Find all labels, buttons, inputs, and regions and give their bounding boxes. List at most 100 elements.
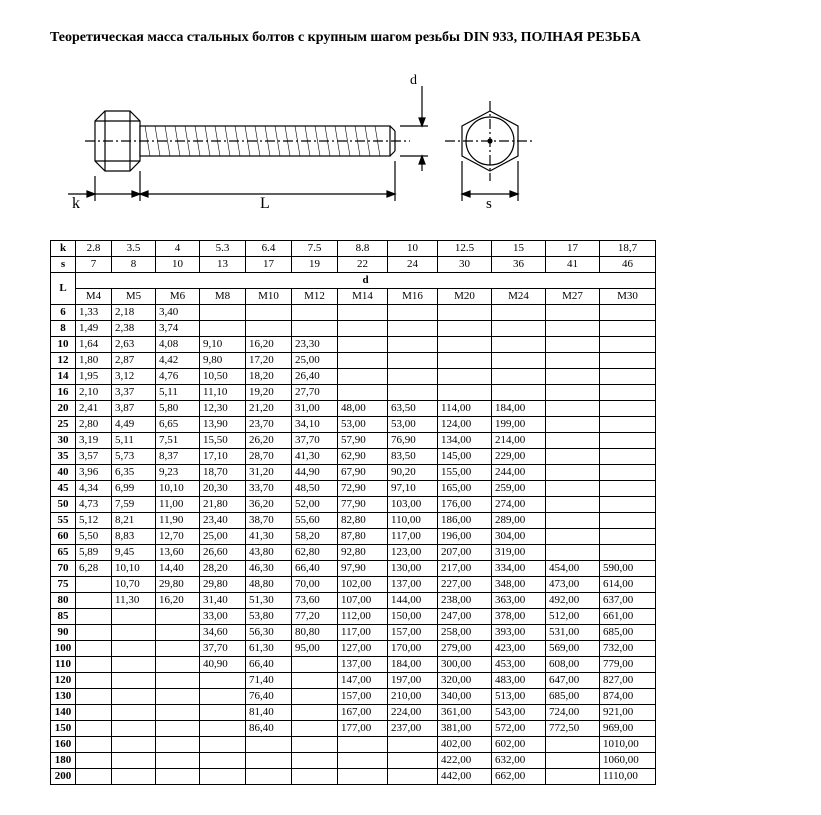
table-cell: 10 <box>388 241 438 257</box>
table-cell: 3,19 <box>76 433 112 449</box>
table-cell <box>438 353 492 369</box>
table-cell: 6,28 <box>76 561 112 577</box>
table-cell: 62,90 <box>338 449 388 465</box>
col-header: M6 <box>156 289 200 305</box>
row-label: 16 <box>51 385 76 401</box>
table-cell <box>546 513 600 529</box>
table-cell <box>200 721 246 737</box>
table-cell: 779,00 <box>600 657 656 673</box>
table-cell: 12.5 <box>438 241 492 257</box>
row-label: 55 <box>51 513 76 529</box>
table-cell: 41 <box>546 257 600 273</box>
table-cell: 483,00 <box>492 673 546 689</box>
table-cell <box>76 657 112 673</box>
row-label: 65 <box>51 545 76 561</box>
table-cell: 3,12 <box>112 369 156 385</box>
table-cell: 229,00 <box>492 449 546 465</box>
table-cell: 543,00 <box>492 705 546 721</box>
table-cell <box>76 641 112 657</box>
table-cell: 2,18 <box>112 305 156 321</box>
table-cell: 2,87 <box>112 353 156 369</box>
table-cell <box>338 753 388 769</box>
table-cell: 279,00 <box>438 641 492 657</box>
table-cell: 18,70 <box>200 465 246 481</box>
table-cell: 7,51 <box>156 433 200 449</box>
table-cell: 73,60 <box>292 593 338 609</box>
table-cell: 67,90 <box>338 465 388 481</box>
table-cell: 334,00 <box>492 561 546 577</box>
table-cell <box>76 673 112 689</box>
table-cell: 4 <box>156 241 200 257</box>
table-cell: 15,50 <box>200 433 246 449</box>
table-cell: 10 <box>156 257 200 273</box>
table-cell: 26,40 <box>292 369 338 385</box>
table-cell: 661,00 <box>600 609 656 625</box>
table-cell: 37,70 <box>292 433 338 449</box>
table-cell: 150,00 <box>388 609 438 625</box>
table-cell: 124,00 <box>438 417 492 433</box>
table-cell <box>76 705 112 721</box>
dim-d-label: d <box>410 73 417 88</box>
table-cell: 4,76 <box>156 369 200 385</box>
col-header: M20 <box>438 289 492 305</box>
table-cell <box>156 737 200 753</box>
table-cell: 71,40 <box>246 673 292 689</box>
table-cell <box>246 737 292 753</box>
table-cell <box>600 385 656 401</box>
table-cell: 304,00 <box>492 529 546 545</box>
table-cell: 52,00 <box>292 497 338 513</box>
table-cell <box>200 769 246 785</box>
table-cell <box>600 545 656 561</box>
table-cell <box>292 657 338 673</box>
table-cell: 7.5 <box>292 241 338 257</box>
table-cell <box>546 417 600 433</box>
table-cell: 662,00 <box>492 769 546 785</box>
table-cell <box>338 321 388 337</box>
table-cell: 8,83 <box>112 529 156 545</box>
table-cell: 36,20 <box>246 497 292 513</box>
row-label: 60 <box>51 529 76 545</box>
table-cell: 186,00 <box>438 513 492 529</box>
table-cell <box>438 337 492 353</box>
table-cell: 10,50 <box>200 369 246 385</box>
table-cell: 46 <box>600 257 656 273</box>
table-cell: 176,00 <box>438 497 492 513</box>
table-cell: 13,90 <box>200 417 246 433</box>
table-cell: 28,20 <box>200 561 246 577</box>
table-cell: 5,12 <box>76 513 112 529</box>
table-cell <box>388 305 438 321</box>
table-cell: 258,00 <box>438 625 492 641</box>
table-cell: 512,00 <box>546 609 600 625</box>
table-cell: 2,38 <box>112 321 156 337</box>
table-cell <box>600 449 656 465</box>
table-cell: 33,00 <box>200 609 246 625</box>
table-cell: 24 <box>388 257 438 273</box>
table-cell <box>156 641 200 657</box>
table-cell: 18,20 <box>246 369 292 385</box>
table-cell: 34,10 <box>292 417 338 433</box>
table-cell <box>112 705 156 721</box>
table-cell: 34,60 <box>200 625 246 641</box>
table-cell: 56,30 <box>246 625 292 641</box>
row-label: 100 <box>51 641 76 657</box>
table-cell: 28,70 <box>246 449 292 465</box>
table-cell: 48,50 <box>292 481 338 497</box>
table-cell: 53,80 <box>246 609 292 625</box>
table-cell: 572,00 <box>492 721 546 737</box>
col-header: M12 <box>292 289 338 305</box>
table-cell: 77,20 <box>292 609 338 625</box>
table-cell: 51,30 <box>246 593 292 609</box>
table-cell <box>546 753 600 769</box>
table-cell: 14,40 <box>156 561 200 577</box>
row-label: 45 <box>51 481 76 497</box>
table-cell: 6,35 <box>112 465 156 481</box>
table-cell: 18,7 <box>600 241 656 257</box>
table-cell: 81,40 <box>246 705 292 721</box>
table-cell: 827,00 <box>600 673 656 689</box>
table-cell <box>156 721 200 737</box>
table-cell <box>76 609 112 625</box>
table-cell <box>546 529 600 545</box>
table-cell <box>292 689 338 705</box>
table-cell <box>600 305 656 321</box>
table-cell <box>112 609 156 625</box>
